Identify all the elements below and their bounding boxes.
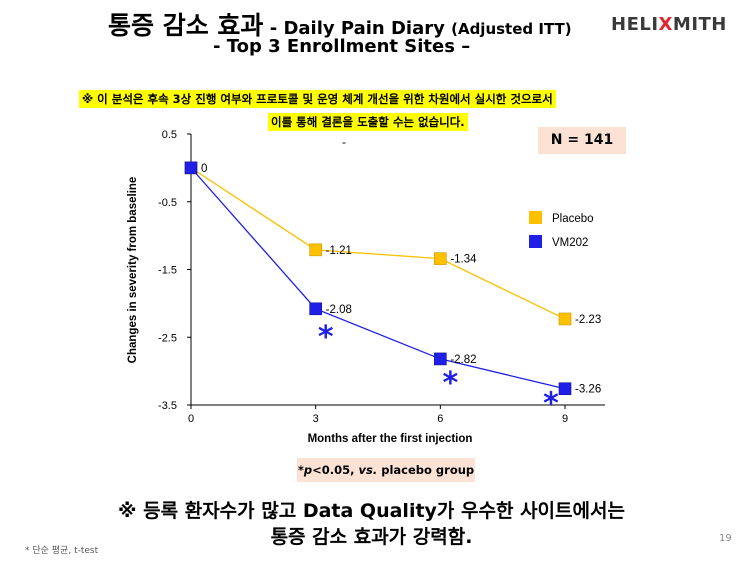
data-point-vm202: [558, 382, 572, 396]
disclaimer-line-2: 이를 통해 결론을 도출할 수는 없습니다.: [268, 113, 468, 131]
conclusion-line-1: ※ 등록 환자수가 많고 Data Quality가 우수한 사이트에서는: [118, 500, 625, 522]
sample-size-badge: N = 141: [538, 127, 626, 154]
x-axis-label: Months after the first injection: [308, 433, 473, 445]
data-point-vm202: [434, 352, 447, 366]
data-label-vm202: -3.26: [575, 384, 601, 396]
legend-label-placebo: Placebo: [552, 213, 594, 225]
y-tick-label: -3.5: [158, 400, 177, 412]
logo-text-right: MITH: [672, 14, 727, 35]
legend-swatch-vm202: [529, 235, 542, 248]
x-tick-label: 0: [188, 413, 194, 425]
company-logo: HELIXMITH: [611, 14, 727, 35]
data-point-vm202: [309, 302, 322, 316]
data-point-placebo: [434, 252, 447, 265]
significance-footnote-end: placebo group: [377, 463, 475, 477]
data-label-vm202: -2.08: [326, 304, 352, 316]
title-english: Daily Pain Diary: [283, 18, 452, 39]
x-tick-label: 3: [313, 413, 319, 425]
method-footnote: * 단순 평균, t-test: [25, 546, 99, 556]
y-tick-label: -0.5: [158, 197, 177, 209]
data-point-placebo: [558, 312, 572, 326]
significance-star: *: [543, 387, 559, 422]
page-number: 19: [719, 533, 732, 544]
legend-swatch-placebo: [529, 211, 542, 224]
data-label-vm202: -2.82: [450, 354, 476, 366]
data-label-placebo: -2.23: [575, 314, 601, 326]
x-tick-label: 9: [562, 413, 568, 425]
logo-text-x: X: [658, 14, 673, 35]
title-korean: 통증 감소 효과: [108, 11, 264, 40]
significance-footnote-vs: vs.: [358, 463, 378, 477]
data-point-vm202: [184, 161, 198, 175]
data-label-placebo: -1.21: [326, 245, 352, 257]
title-separator: -: [263, 18, 284, 39]
data-point-placebo: [309, 243, 322, 257]
significance-footnote-p: *p: [297, 463, 313, 477]
page-title: 통증 감소 효과 - Daily Pain Diary (Adjusted IT…: [108, 6, 572, 42]
series-line-placebo: [190, 167, 566, 320]
significance-footnote: *p<0.05, vs. placebo group: [297, 458, 475, 482]
title-english-small: (Adjusted ITT): [451, 20, 572, 38]
significance-star: *: [442, 366, 458, 401]
series-lines: [190, 167, 566, 390]
logo-text-left: HELI: [611, 14, 659, 35]
legend-label-vm202: VM202: [552, 237, 588, 249]
chart-axes: 0.5 -0.5 -1.5 -2.5 -3.5 0 3 6 9: [158, 129, 605, 425]
data-label-vm202: 0: [201, 163, 207, 175]
y-axis-label: Changes in severity from baseline: [127, 177, 139, 364]
y-tick-label: 0.5: [162, 129, 177, 141]
series-line-vm202: [190, 167, 566, 390]
chart-legend: Placebo VM202: [529, 211, 594, 249]
y-tick-label: -2.5: [158, 332, 177, 344]
chart-marks: -1.21 -1.34 -2.23 0 -2.08 -2.82 -3.26 * * *: [184, 161, 601, 422]
chart-dash-mark: -: [342, 135, 346, 149]
conclusion-line-2: 통증 감소 효과가 강력함.: [270, 526, 473, 548]
disclaimer-line-1: ※ 이 분석은 후속 3상 진행 여부와 프로토콜 및 운영 체계 개선을 위한…: [79, 90, 556, 108]
significance-footnote-mid: <0.05,: [312, 463, 359, 477]
data-label-placebo: -1.34: [450, 254, 477, 266]
page-subtitle: - Top 3 Enrollment Sites –: [213, 36, 471, 57]
x-tick-label: 6: [437, 413, 443, 425]
y-tick-label: -1.5: [158, 265, 177, 277]
significance-star: *: [318, 320, 334, 355]
